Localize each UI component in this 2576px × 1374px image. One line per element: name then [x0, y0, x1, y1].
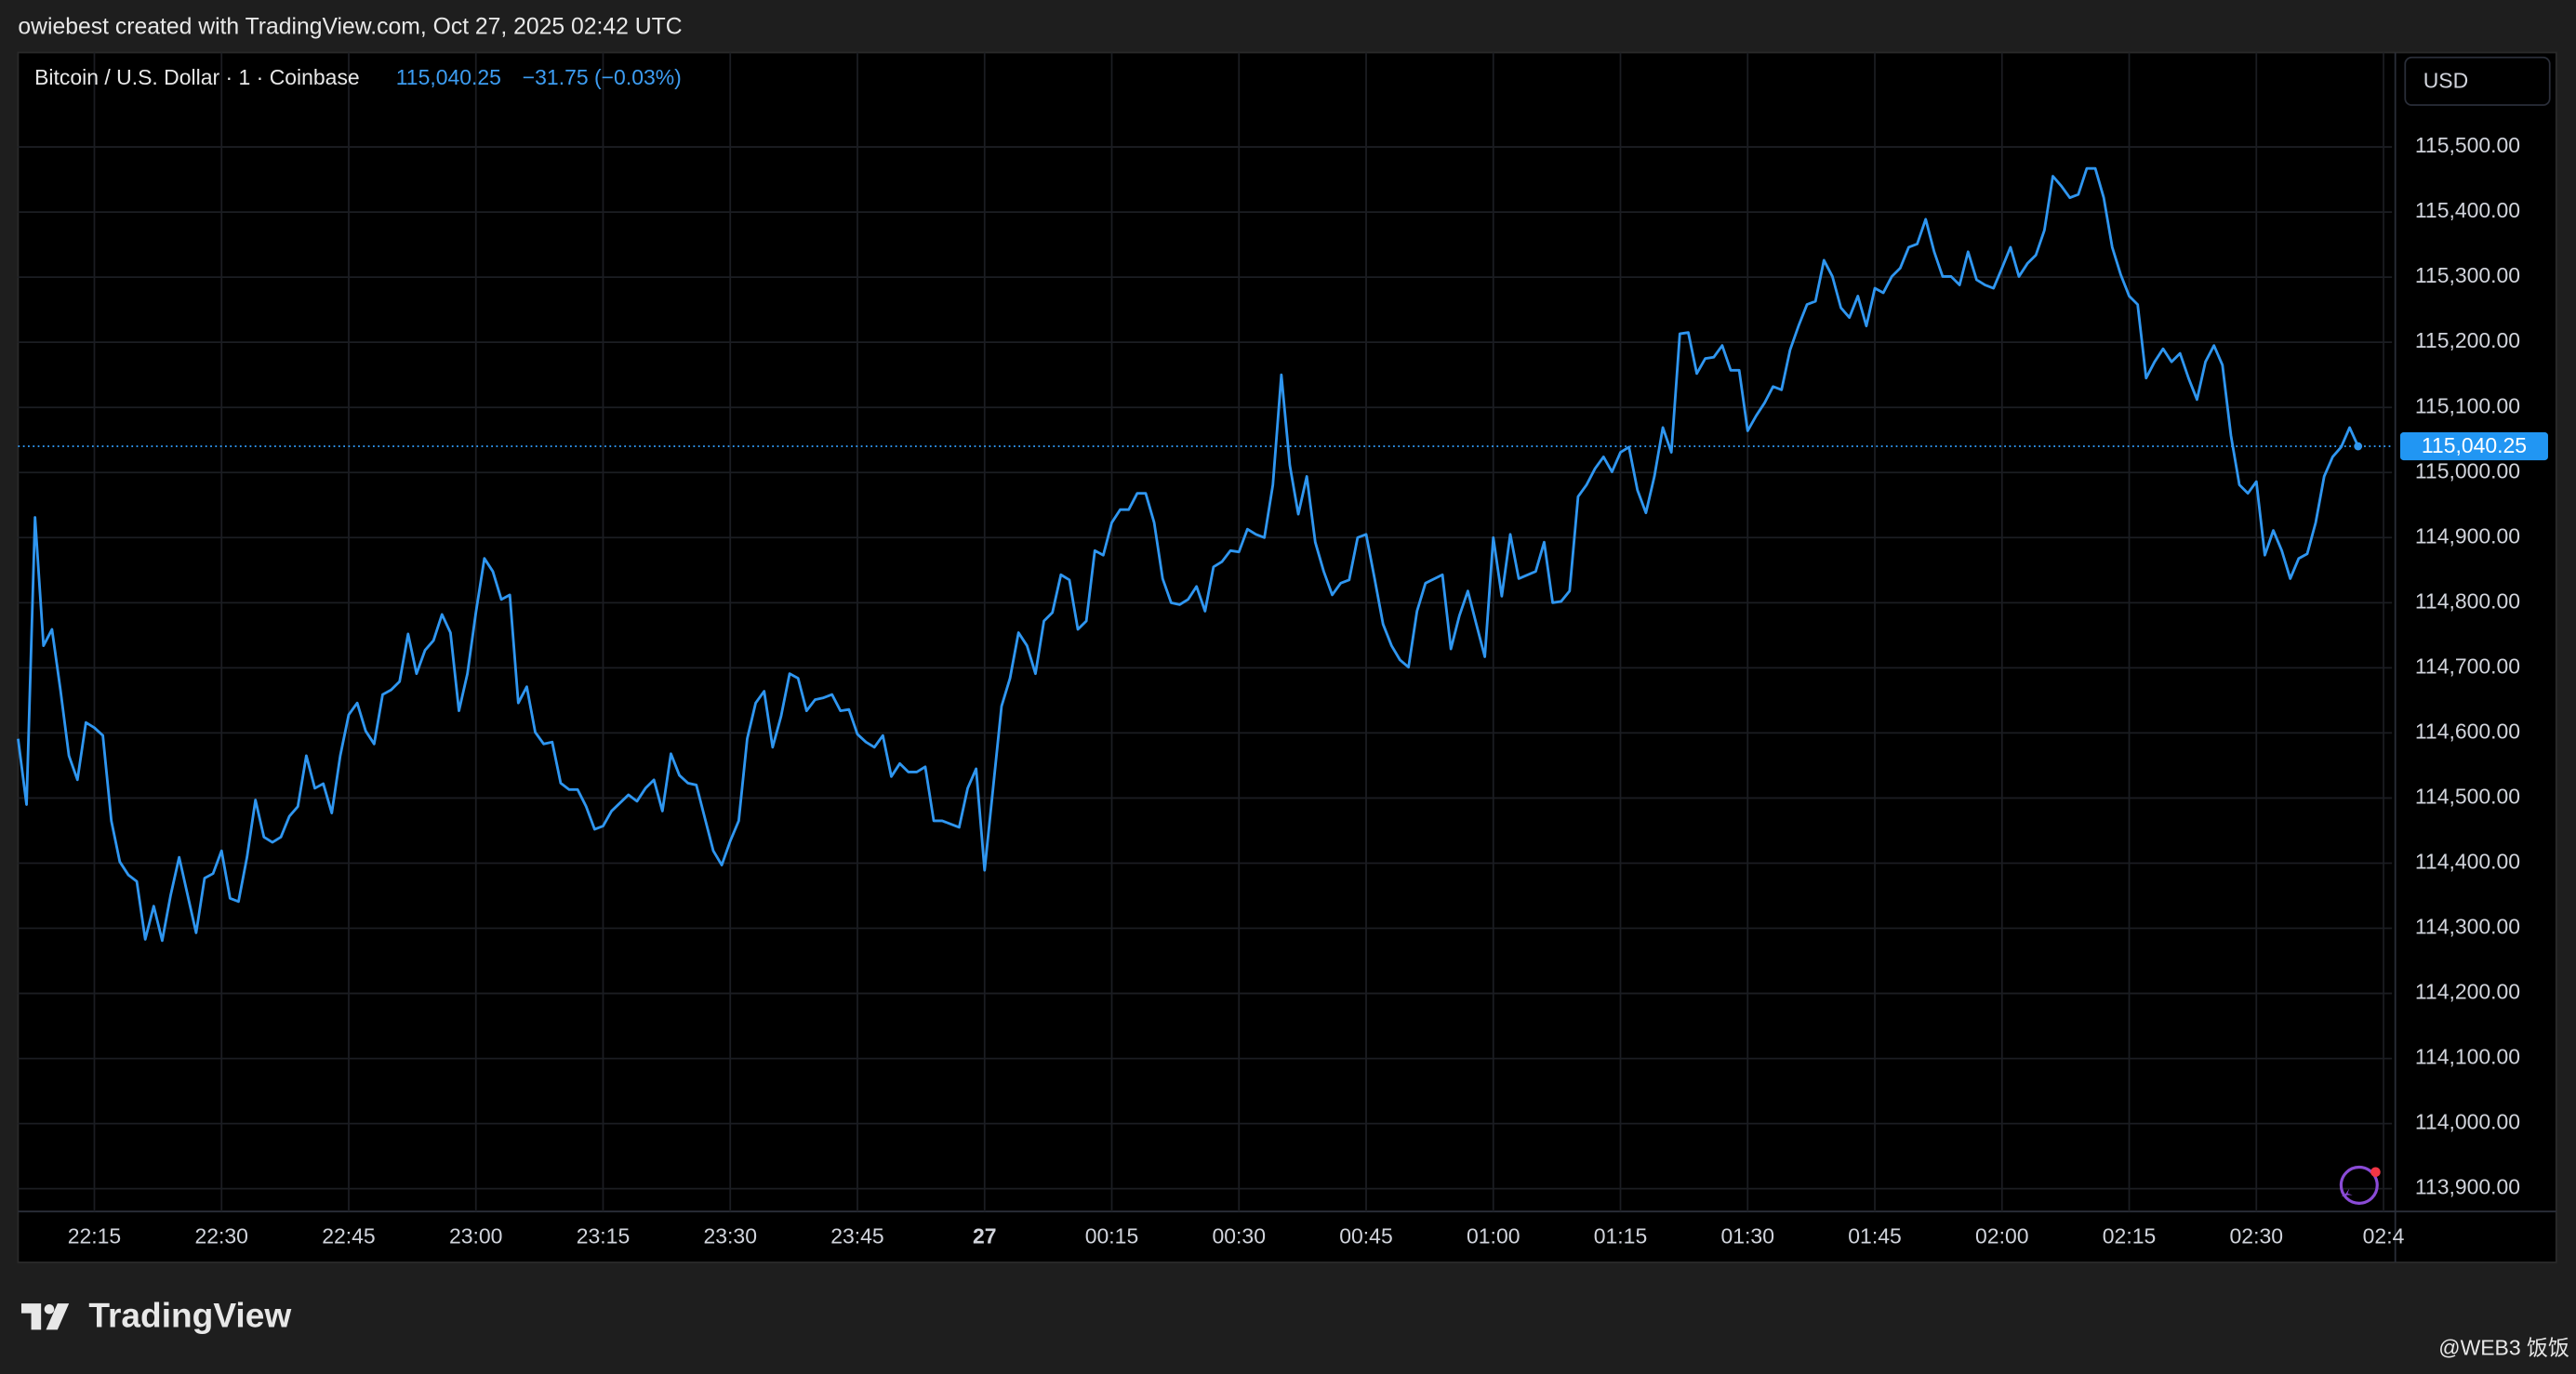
- x-tick-label: 01:45: [1848, 1224, 1901, 1248]
- y-tick-label: 114,300.00: [2415, 915, 2520, 939]
- x-tick-label: 23:45: [830, 1224, 883, 1248]
- chart-frame: [17, 51, 2557, 1263]
- price-label: 115,040.25: [2422, 433, 2527, 457]
- x-tick-label: 22:45: [322, 1224, 375, 1248]
- currency[interactable]: USD: [2423, 68, 2468, 92]
- y-tick-label: 114,500.00: [2415, 785, 2520, 809]
- y-tick-label: 115,200.00: [2415, 328, 2520, 352]
- x-tick-label: 02:00: [1975, 1224, 2028, 1248]
- x-tick-label: 00:45: [1339, 1224, 1392, 1248]
- price-line: [17, 166, 2359, 943]
- x-tick-label: 01:30: [1721, 1224, 1774, 1248]
- x-tick-label: 02:15: [2103, 1224, 2156, 1248]
- y-tick-label: 114,200.00: [2415, 980, 2520, 1004]
- currency-button[interactable]: [2404, 56, 2551, 106]
- last-point: [2354, 442, 2363, 451]
- logo-text: TradingView: [88, 1296, 291, 1335]
- assistant-icon: [2339, 1165, 2381, 1205]
- x-tick-label: 00:15: [1085, 1224, 1138, 1248]
- plot: [17, 166, 2393, 943]
- price-label-box: [2399, 432, 2548, 461]
- x-tick-label: 01:15: [1594, 1224, 1647, 1248]
- y-tick-label: 114,000.00: [2415, 1110, 2520, 1134]
- y-tick-label: 115,400.00: [2415, 198, 2520, 222]
- x-tick-label: 01:00: [1467, 1224, 1520, 1248]
- x-tick-label: 02:30: [2230, 1224, 2283, 1248]
- x-tick-label: 23:00: [449, 1224, 502, 1248]
- y-tick-label: 115,300.00: [2415, 263, 2520, 287]
- y-tick-label: 114,600.00: [2415, 719, 2520, 743]
- x-tick-label: 22:30: [195, 1224, 248, 1248]
- last-price: 115,040.25: [396, 65, 501, 89]
- y-tick-label: 115,000.00: [2415, 458, 2520, 482]
- y-tick-label: 114,800.00: [2415, 588, 2520, 613]
- x-tick-label: 22:15: [68, 1224, 121, 1248]
- y-tick-label: 114,700.00: [2415, 654, 2520, 678]
- y-tick-label: 114,400.00: [2415, 850, 2520, 874]
- x-tick-label: 23:30: [704, 1224, 757, 1248]
- y-tick-label: 115,500.00: [2415, 133, 2520, 157]
- y-tick-label: 114,100.00: [2415, 1045, 2520, 1069]
- x-tick-label: 02:4: [2363, 1224, 2405, 1248]
- y-tick-label: 115,100.00: [2415, 393, 2520, 417]
- watermark: @WEB3 饭饭: [2438, 1336, 2569, 1360]
- price-change: −31.75 (−0.03%): [523, 65, 682, 89]
- symbol-title: Bitcoin / U.S. Dollar · 1 · Coinbase: [34, 65, 360, 89]
- x-tick-label: 00:30: [1213, 1224, 1266, 1248]
- y-tick-label: 114,900.00: [2415, 523, 2520, 548]
- grid: [18, 52, 2393, 1212]
- credit: owiebest created with TradingView.com, O…: [18, 15, 682, 40]
- x-tick-label: 23:15: [577, 1224, 630, 1248]
- x-tick-label: 27: [973, 1224, 997, 1248]
- y-tick-label: 113,900.00: [2415, 1175, 2520, 1199]
